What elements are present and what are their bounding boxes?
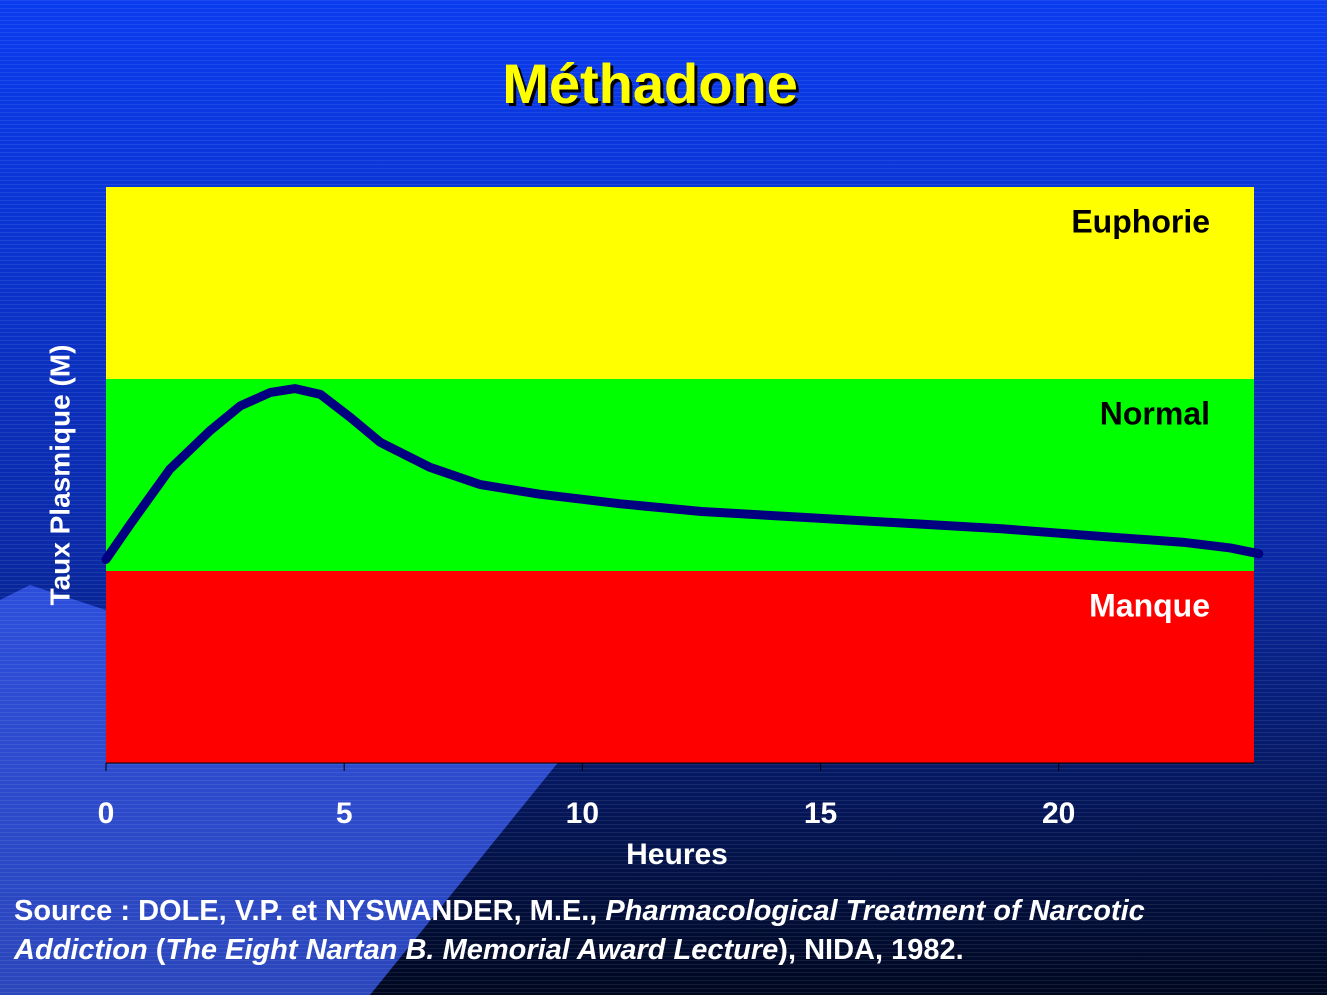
zone [106,571,1254,763]
source-part: The Eight Nartan B. Memorial Award Lectu… [165,934,779,966]
line [101,384,1264,564]
x-axis-label: Heures [626,838,728,871]
source-part: ), NIDA, 1982. [778,934,964,966]
zone [106,187,1254,379]
zone [106,379,1254,571]
source-part: ( [147,934,166,966]
chart-title: Méthadone [502,52,798,115]
zone-label: Euphorie [1071,203,1210,239]
x-tick-label: 15 [804,797,837,830]
x-tick-label: 10 [566,797,599,830]
plot: Euphorie Normal Manque 0 5 10 15 20 [98,187,1264,830]
zone-label: Manque [1089,587,1210,623]
zone-label: Normal [1100,395,1210,431]
y-axis-label: Taux Plasmique (M) [44,345,75,606]
x-tick-label: 20 [1042,797,1075,830]
source-part: Source : DOLE, V.P. et NYSWANDER, M.E., [14,895,606,927]
source: Source : DOLE, V.P. et NYSWANDER, M.E., … [14,892,1254,970]
source-part: Pharmacological Treatment of Narcotic Ad… [14,895,1145,966]
x-tick-label: 0 [98,797,115,830]
x-tick-label: 5 [336,797,353,830]
